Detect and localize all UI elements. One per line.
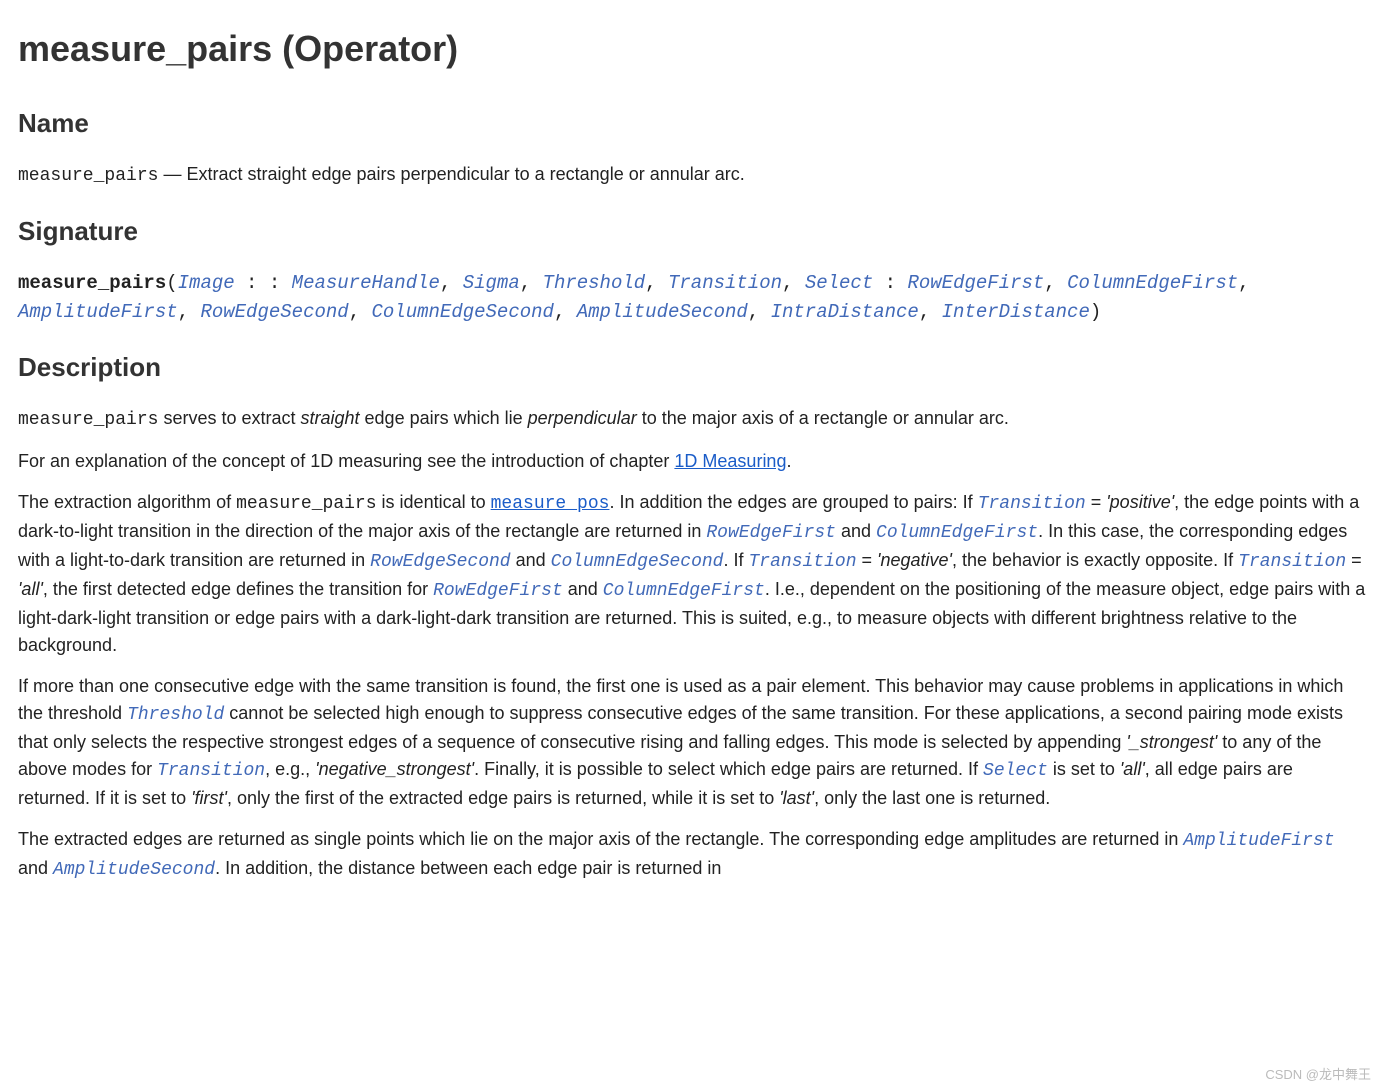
param-ref-amplitudesecond[interactable]: AmplitudeSecond bbox=[53, 860, 215, 880]
val-strongest: '_strongest' bbox=[1126, 732, 1217, 752]
param-ref-threshold[interactable]: Threshold bbox=[127, 705, 224, 725]
param-measurehandle[interactable]: MeasureHandle bbox=[292, 272, 440, 294]
section-signature-heading: Signature bbox=[18, 212, 1367, 251]
val-all: 'all' bbox=[18, 579, 43, 599]
param-sigma[interactable]: Sigma bbox=[463, 272, 520, 294]
param-ref-rowedgefirst[interactable]: RowEdgeFirst bbox=[706, 523, 836, 543]
param-threshold[interactable]: Threshold bbox=[543, 272, 646, 294]
mono-measure-pairs: measure_pairs bbox=[236, 494, 376, 514]
text: is set to bbox=[1048, 759, 1120, 779]
val-positive: 'positive' bbox=[1106, 492, 1174, 512]
text: and bbox=[511, 550, 551, 570]
val-last: 'last' bbox=[779, 788, 814, 808]
text: = bbox=[857, 550, 878, 570]
sig-sep: , bbox=[520, 272, 543, 294]
page-title: measure_pairs (Operator) bbox=[18, 22, 1367, 76]
param-ref-columnedgefirst[interactable]: ColumnEdgeFirst bbox=[876, 523, 1038, 543]
em-straight: straight bbox=[301, 408, 360, 428]
text: , e.g., bbox=[265, 759, 315, 779]
val-first: 'first' bbox=[191, 788, 227, 808]
param-transition[interactable]: Transition bbox=[668, 272, 782, 294]
sig-sep: , bbox=[748, 301, 771, 323]
text: . Finally, it is possible to select whic… bbox=[474, 759, 983, 779]
name-desc: Extract straight edge pairs perpendicula… bbox=[186, 164, 744, 184]
val-all: 'all' bbox=[1120, 759, 1145, 779]
param-amplitudefirst[interactable]: AmplitudeFirst bbox=[18, 301, 178, 323]
text: and bbox=[18, 858, 53, 878]
text: and bbox=[563, 579, 603, 599]
param-columnedgesecond[interactable]: ColumnEdgeSecond bbox=[372, 301, 554, 323]
desc-p2: For an explanation of the concept of 1D … bbox=[18, 448, 1367, 475]
text: , only the first of the extracted edge p… bbox=[227, 788, 779, 808]
em-perpendicular: perpendicular bbox=[528, 408, 637, 428]
sig-sep: , bbox=[1044, 272, 1067, 294]
chapter-link-1d-measuring[interactable]: 1D Measuring bbox=[674, 451, 786, 471]
param-image[interactable]: Image bbox=[178, 272, 235, 294]
text: , the behavior is exactly opposite. If bbox=[952, 550, 1238, 570]
sig-sep: , bbox=[782, 272, 805, 294]
text: For an explanation of the concept of 1D … bbox=[18, 451, 674, 471]
text: . In addition, the distance between each… bbox=[215, 858, 721, 878]
operator-name-mono: measure_pairs bbox=[18, 166, 158, 186]
link-measure-pos[interactable]: measure_pos bbox=[491, 494, 610, 514]
param-amplitudesecond[interactable]: AmplitudeSecond bbox=[577, 301, 748, 323]
desc-p1-op: measure_pairs bbox=[18, 410, 158, 430]
sig-operator: measure_pairs bbox=[18, 272, 166, 294]
text: The extracted edges are returned as sing… bbox=[18, 829, 1183, 849]
text: . In addition the edges are grouped to p… bbox=[609, 492, 977, 512]
text: and bbox=[836, 521, 876, 541]
section-description-heading: Description bbox=[18, 348, 1367, 387]
sig-sep: , bbox=[554, 301, 577, 323]
param-ref-select[interactable]: Select bbox=[983, 761, 1048, 781]
text: is identical to bbox=[377, 492, 491, 512]
name-sep: — bbox=[158, 164, 186, 184]
desc-p5: The extracted edges are returned as sing… bbox=[18, 826, 1367, 884]
sig-sep: , bbox=[645, 272, 668, 294]
text: . bbox=[786, 451, 791, 471]
sig-sep: , bbox=[440, 272, 463, 294]
text: = bbox=[1086, 492, 1107, 512]
text: = bbox=[1346, 550, 1362, 570]
sig-close: ) bbox=[1090, 301, 1101, 323]
text: to the major axis of a rectangle or annu… bbox=[637, 408, 1009, 428]
signature-block: measure_pairs(Image : : MeasureHandle, S… bbox=[18, 269, 1367, 326]
sig-open: ( bbox=[166, 272, 177, 294]
val-negative: 'negative' bbox=[877, 550, 952, 570]
param-ref-transition[interactable]: Transition bbox=[749, 552, 857, 572]
sig-sep: , bbox=[349, 301, 372, 323]
param-ref-columnedgefirst[interactable]: ColumnEdgeFirst bbox=[603, 581, 765, 601]
section-name-heading: Name bbox=[18, 104, 1367, 143]
text: , only the last one is returned. bbox=[814, 788, 1050, 808]
desc-p4: If more than one consecutive edge with t… bbox=[18, 673, 1367, 812]
param-rowedgesecond[interactable]: RowEdgeSecond bbox=[200, 301, 348, 323]
sig-sep: , bbox=[178, 301, 201, 323]
text: The extraction algorithm of bbox=[18, 492, 236, 512]
param-ref-columnedgesecond[interactable]: ColumnEdgeSecond bbox=[551, 552, 724, 572]
text: . If bbox=[723, 550, 748, 570]
text: serves to extract bbox=[158, 408, 300, 428]
param-ref-rowedgesecond[interactable]: RowEdgeSecond bbox=[370, 552, 510, 572]
desc-p1: measure_pairs serves to extract straight… bbox=[18, 405, 1367, 434]
param-rowedgefirst[interactable]: RowEdgeFirst bbox=[907, 272, 1044, 294]
text: , the first detected edge defines the tr… bbox=[43, 579, 433, 599]
param-ref-amplitudefirst[interactable]: AmplitudeFirst bbox=[1183, 831, 1334, 851]
param-ref-transition[interactable]: Transition bbox=[157, 761, 265, 781]
param-interdistance[interactable]: InterDistance bbox=[942, 301, 1090, 323]
sig-sep: , bbox=[1238, 272, 1249, 294]
param-ref-transition[interactable]: Transition bbox=[978, 494, 1086, 514]
name-line: measure_pairs — Extract straight edge pa… bbox=[18, 161, 1367, 190]
param-intradistance[interactable]: IntraDistance bbox=[771, 301, 919, 323]
sig-sep: , bbox=[919, 301, 942, 323]
param-ref-transition[interactable]: Transition bbox=[1238, 552, 1346, 572]
watermark: CSDN @龙中舞王 bbox=[1265, 1065, 1371, 1085]
param-select[interactable]: Select bbox=[805, 272, 873, 294]
desc-p3: The extraction algorithm of measure_pair… bbox=[18, 489, 1367, 659]
param-ref-rowedgefirst[interactable]: RowEdgeFirst bbox=[433, 581, 563, 601]
sig-colon: : bbox=[873, 272, 907, 294]
val-negative-strongest: 'negative_strongest' bbox=[315, 759, 474, 779]
sig-colon2: : : bbox=[235, 272, 292, 294]
text: edge pairs which lie bbox=[360, 408, 528, 428]
param-columnedgefirst[interactable]: ColumnEdgeFirst bbox=[1067, 272, 1238, 294]
